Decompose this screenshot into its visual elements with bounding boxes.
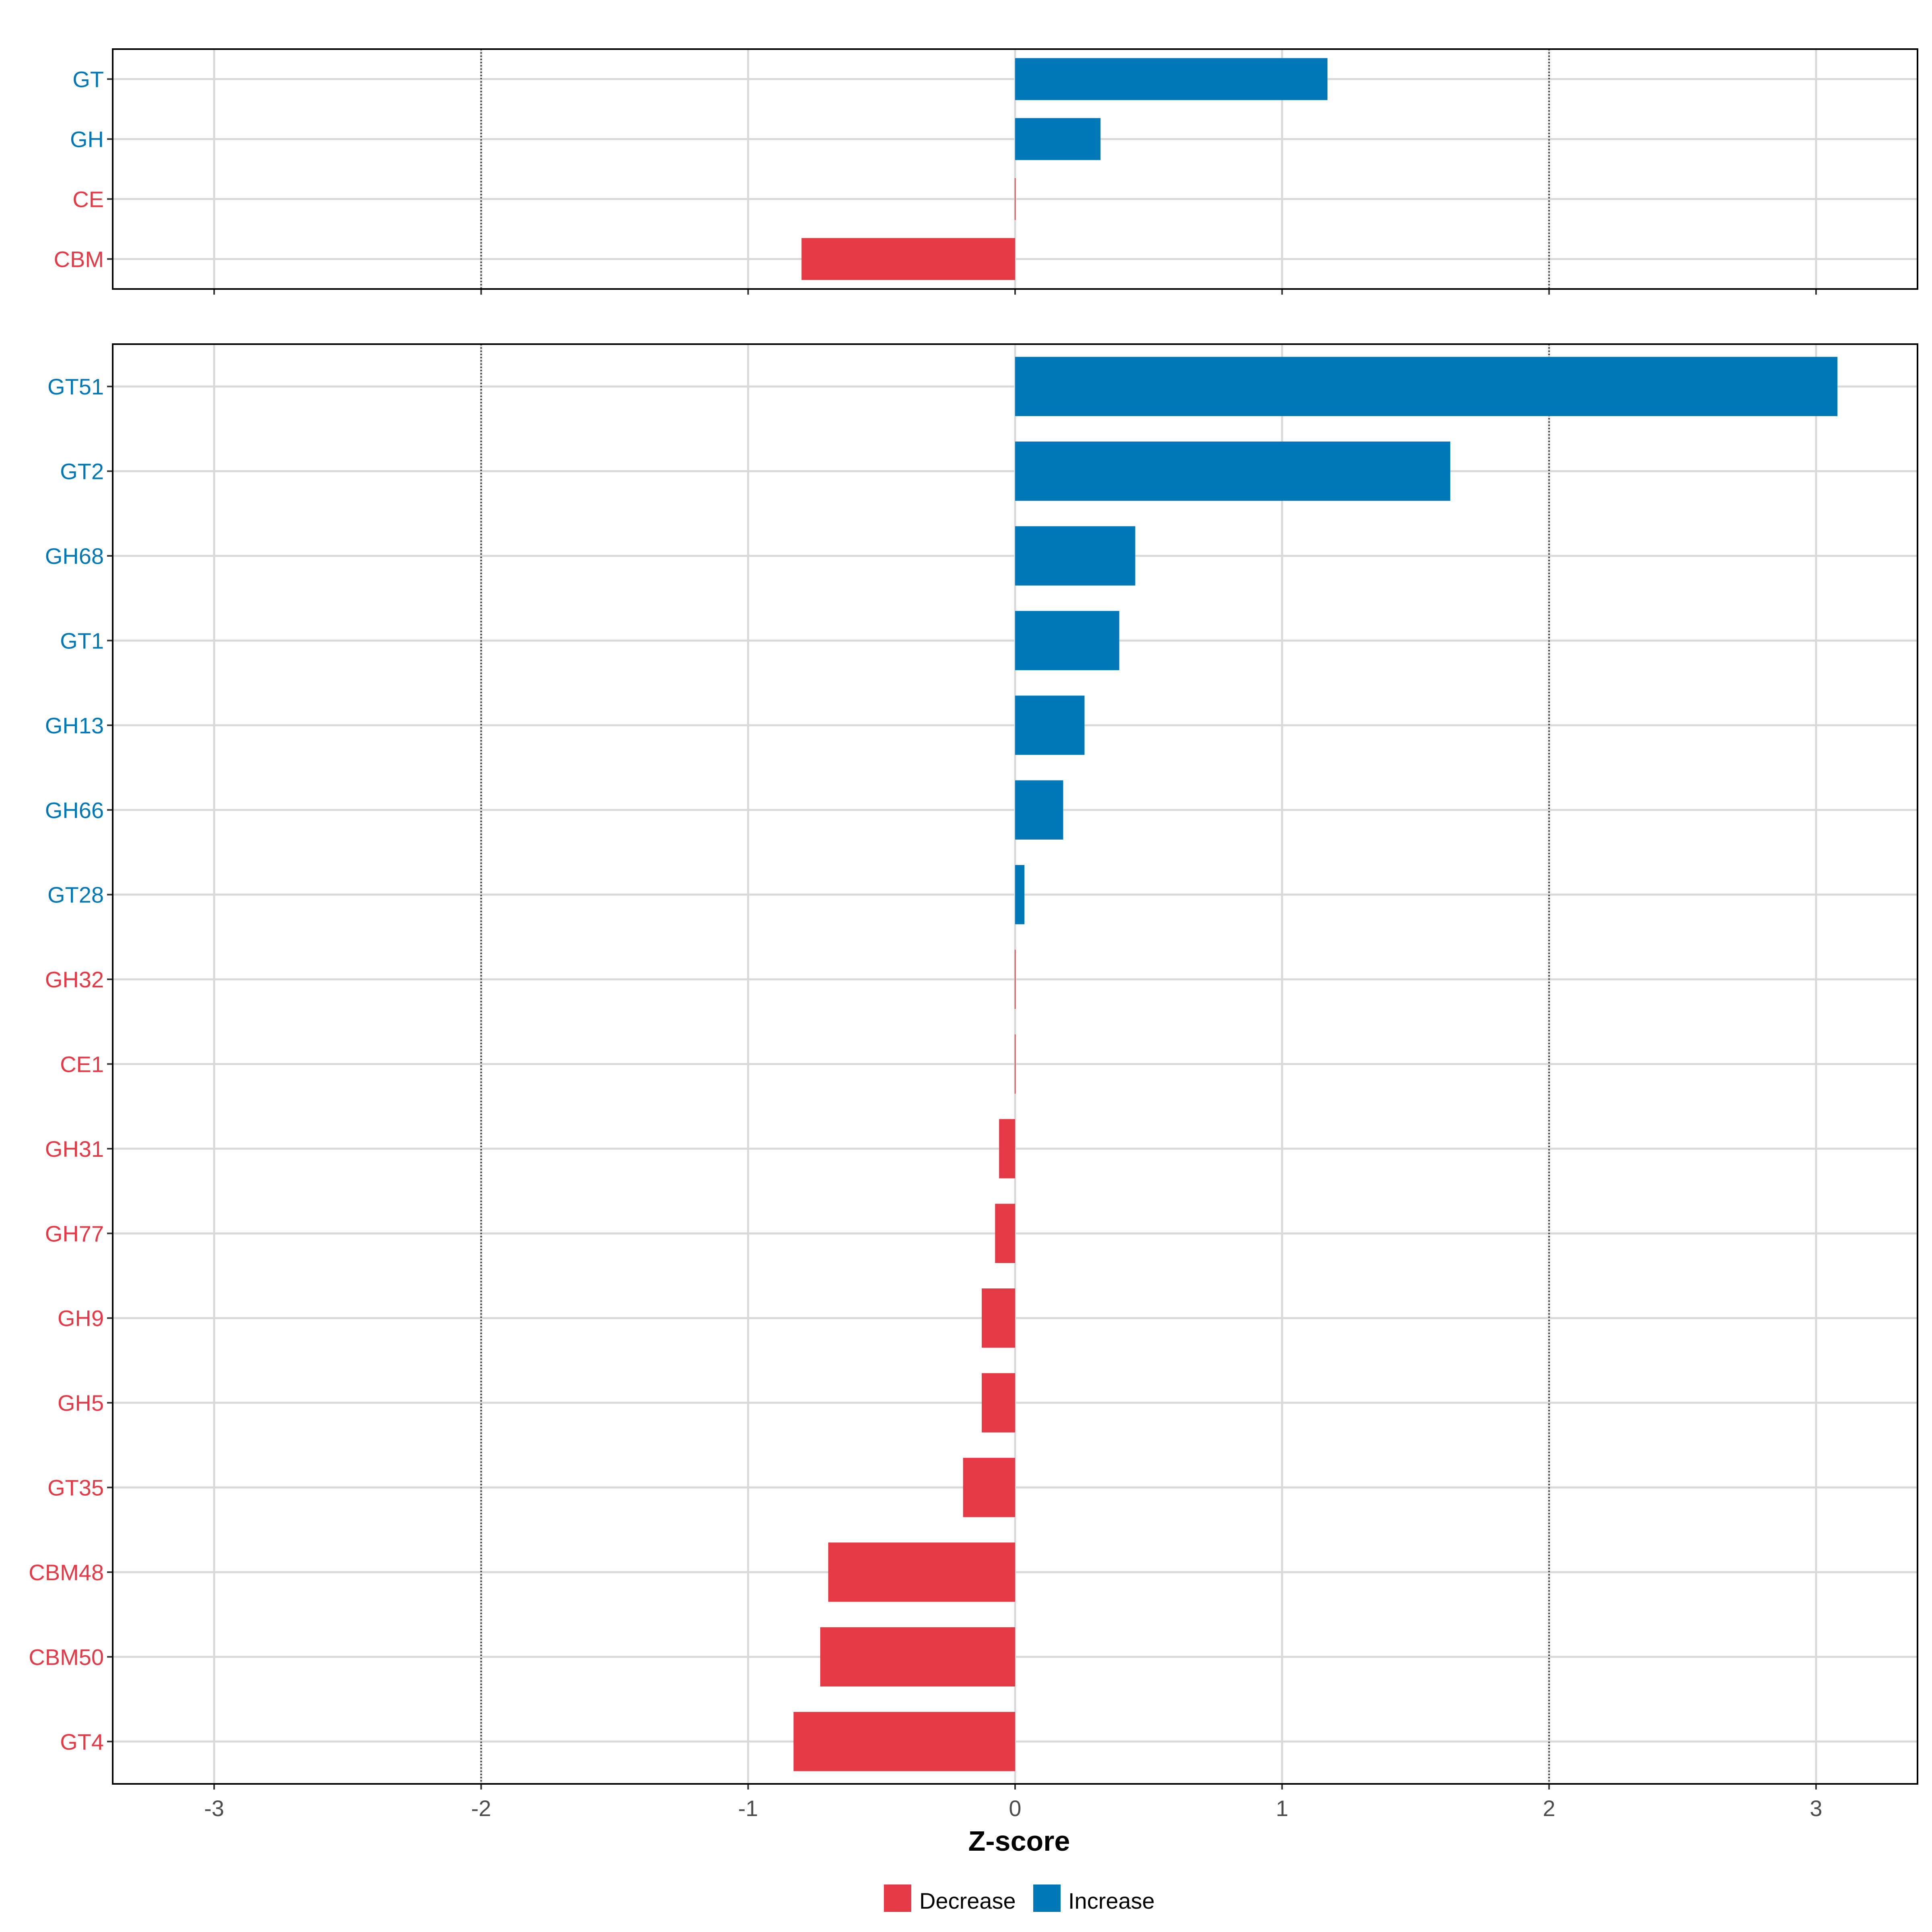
top-panel-border bbox=[112, 48, 1918, 290]
legend-swatch-decrease bbox=[884, 1885, 911, 1912]
bar-gh77 bbox=[995, 1203, 1015, 1263]
bar-gt4 bbox=[793, 1712, 1015, 1771]
bar-gh66 bbox=[1015, 780, 1063, 840]
y-tick-label-gt51: GT51 bbox=[47, 374, 104, 399]
bar-gt1 bbox=[1015, 611, 1119, 671]
y-tick-label-gh9: GH9 bbox=[58, 1306, 104, 1331]
bottom-panel: GT51 GT2 GH68 GT1 GH13 GH66 GT28 GH32 CE1 GH31 GH7… bbox=[29, 343, 1918, 1790]
bar-gh32 bbox=[1015, 949, 1016, 1009]
bar-gh13 bbox=[1015, 696, 1085, 755]
x-tick-label: -3 bbox=[204, 1796, 224, 1821]
bar-cbm50 bbox=[820, 1627, 1015, 1687]
y-tick-label-cbm50: CBM50 bbox=[29, 1644, 104, 1670]
y-tick-label-gh: GH bbox=[70, 127, 104, 152]
legend-swatch-increase bbox=[1033, 1885, 1061, 1912]
bar-ce bbox=[1015, 178, 1016, 220]
y-tick-label-gh13: GH13 bbox=[45, 713, 104, 738]
bottom-panel-border bbox=[112, 343, 1918, 1785]
y-tick-label-cbm: CBM bbox=[54, 247, 104, 272]
y-tick-label-gt4: GT4 bbox=[60, 1729, 104, 1754]
legend: Decrease Increase bbox=[884, 1885, 1155, 1913]
y-tick-label-gh31: GH31 bbox=[45, 1136, 104, 1162]
x-axis-title: Z-score bbox=[968, 1825, 1070, 1857]
y-tick-label-cbm48: CBM48 bbox=[29, 1560, 104, 1585]
x-tick-label: 0 bbox=[1009, 1796, 1021, 1821]
y-tick-label-gt35: GT35 bbox=[47, 1475, 104, 1501]
y-tick-label-gt2: GT2 bbox=[60, 459, 104, 484]
bar-gt51 bbox=[1015, 357, 1838, 416]
x-tick-label: -1 bbox=[738, 1796, 758, 1821]
x-tick-label: 2 bbox=[1543, 1796, 1555, 1821]
bar-gt35 bbox=[963, 1457, 1015, 1517]
x-tick-label: 1 bbox=[1276, 1796, 1288, 1821]
y-tick-label-ce1: CE1 bbox=[60, 1052, 104, 1077]
legend-label-decrease: Decrease bbox=[919, 1888, 1016, 1913]
top-panel: GT GH CE CBM bbox=[54, 48, 1918, 295]
bar-cbm48 bbox=[828, 1542, 1015, 1602]
y-tick-label-ce: CE bbox=[72, 187, 104, 212]
bar-cbm bbox=[801, 238, 1015, 280]
bar-gh68 bbox=[1015, 526, 1135, 586]
bar-gt bbox=[1015, 58, 1328, 100]
y-tick-label-gt1: GT1 bbox=[60, 628, 104, 653]
y-tick-label-gh77: GH77 bbox=[45, 1221, 104, 1246]
y-tick-label-gh5: GH5 bbox=[58, 1390, 104, 1416]
x-tick-label: 3 bbox=[1810, 1796, 1822, 1821]
bar-gh bbox=[1015, 118, 1101, 160]
legend-label-increase: Increase bbox=[1068, 1888, 1155, 1913]
bar-gt2 bbox=[1015, 441, 1451, 501]
bar-gh9 bbox=[982, 1288, 1015, 1348]
bar-gt28 bbox=[1015, 865, 1025, 925]
x-tick-label: -2 bbox=[471, 1796, 491, 1821]
x-axis-tick-labels: -3 -2 -1 0 1 2 3 bbox=[204, 1796, 1822, 1821]
y-tick-label-gh66: GH66 bbox=[45, 797, 104, 823]
bar-gh5 bbox=[982, 1373, 1015, 1432]
y-tick-label-gh68: GH68 bbox=[45, 543, 104, 569]
bar-ce1 bbox=[1015, 1034, 1016, 1094]
y-tick-label-gt28: GT28 bbox=[47, 882, 104, 908]
y-tick-label-gh32: GH32 bbox=[45, 967, 104, 992]
y-tick-label-gt: GT bbox=[72, 67, 104, 92]
bar-gh31 bbox=[999, 1119, 1015, 1179]
